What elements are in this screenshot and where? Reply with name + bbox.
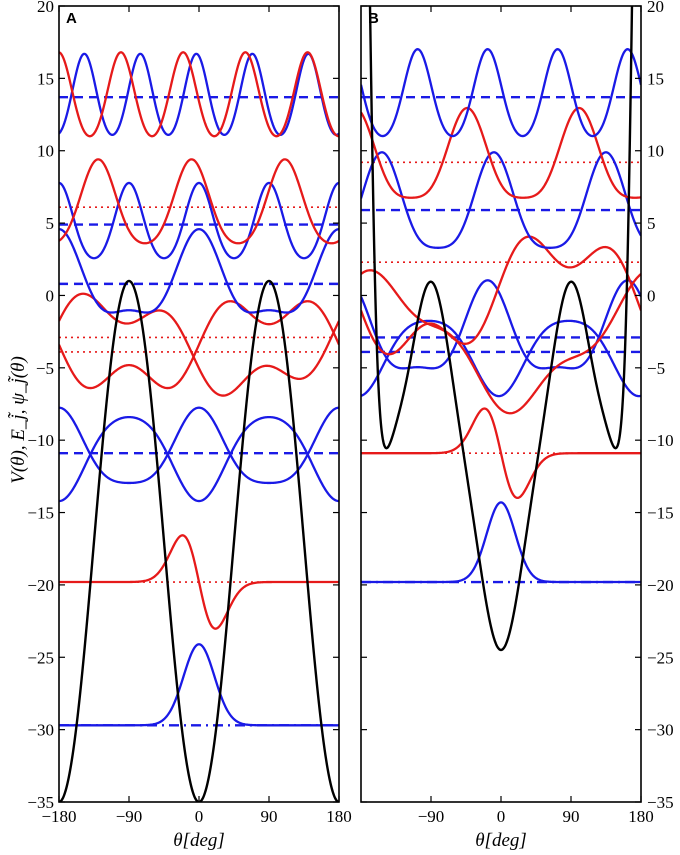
- wavefunction-curve: [361, 235, 641, 356]
- y-tick-label: −20: [647, 576, 674, 595]
- wavefunction-curve: [361, 48, 641, 138]
- wavefunction-curve: [59, 415, 339, 503]
- wavefunction-curve: [59, 643, 339, 727]
- potential-curve: [59, 279, 339, 802]
- wavefunction-curve: [59, 300, 339, 390]
- wavefunction-curve: [59, 51, 339, 138]
- y-tick-label: −10: [647, 431, 674, 450]
- wavefunction-curve: [361, 269, 641, 415]
- y-tick-label: 0: [46, 286, 55, 305]
- y-tick-label: −5: [36, 359, 54, 378]
- wavefunction-curve: [361, 319, 641, 398]
- y-tick-label: −30: [647, 721, 674, 740]
- wavefunction-curve: [59, 52, 339, 136]
- x-tick-label: 90: [261, 807, 278, 826]
- y-tick-label: −35: [647, 793, 674, 812]
- y-tick-label: −15: [27, 504, 54, 523]
- y-tick-label: −15: [647, 504, 674, 523]
- y-tick-label: −10: [27, 431, 54, 450]
- y-tick-label: 5: [647, 214, 656, 233]
- x-tick-label: −90: [116, 807, 143, 826]
- x-tick-label: 180: [628, 807, 654, 826]
- x-tick-label: 0: [195, 807, 204, 826]
- x-tick-label: −90: [418, 807, 445, 826]
- y-tick-label: −35: [27, 793, 54, 812]
- y-tick-label: 0: [647, 286, 656, 305]
- y-tick-label: 10: [37, 142, 54, 161]
- plot-area: [59, 51, 339, 802]
- y-tick-label: −25: [27, 648, 54, 667]
- wavefunction-curve: [361, 407, 641, 500]
- y-tick-label: −20: [27, 576, 54, 595]
- wavefunction-curve: [361, 106, 641, 199]
- panel-a: 20 15 10 5 0 −5 −10 −15 −20 −25 −30 −35−180 −90 0 90 18…: [27, 0, 351, 851]
- x-tick-label: −180: [41, 807, 76, 826]
- y-tick-label: −5: [647, 359, 665, 378]
- panel-label: A: [66, 10, 77, 27]
- wavefunction-curve: [361, 151, 641, 249]
- x-axis-label: θ[deg]: [173, 830, 225, 851]
- x-tick-label: 90: [563, 807, 580, 826]
- y-tick-label: −25: [647, 648, 674, 667]
- axes-frame: [58, 5, 340, 803]
- y-tick-label: 5: [46, 214, 55, 233]
- panel-label: B: [368, 10, 379, 27]
- axes-frame: [360, 5, 642, 803]
- plot-area: [361, 6, 641, 652]
- x-tick-label: 180: [326, 807, 352, 826]
- potential-curve: [368, 6, 634, 652]
- y-tick-label: −30: [27, 721, 54, 740]
- wavefunction-curve: [361, 501, 641, 584]
- wavefunction-curve: [59, 181, 339, 260]
- y-tick-label: 10: [647, 142, 664, 161]
- y-tick-label: 15: [37, 69, 54, 88]
- wavefunction-curve: [59, 158, 339, 245]
- y-axis-label: V(θ), E_j̃, ψ_j̃(θ): [8, 356, 29, 484]
- y-tick-label: 20: [37, 0, 54, 16]
- y-tick-label: 15: [647, 69, 664, 88]
- x-axis-label: θ[deg]: [475, 830, 527, 851]
- wavefunction-curve: [59, 534, 339, 630]
- y-tick-label: 20: [647, 0, 664, 16]
- x-tick-label: 0: [497, 807, 506, 826]
- wavefunction-curve: [361, 279, 641, 370]
- wavefunction-curve: [59, 406, 339, 485]
- panel-b: 20 15 10 5 0 −5 −10 −15 −20 −25 −30 −35 −90 0 90 180 Bθ[…: [360, 0, 674, 851]
- wavefunction-curve: [59, 228, 339, 314]
